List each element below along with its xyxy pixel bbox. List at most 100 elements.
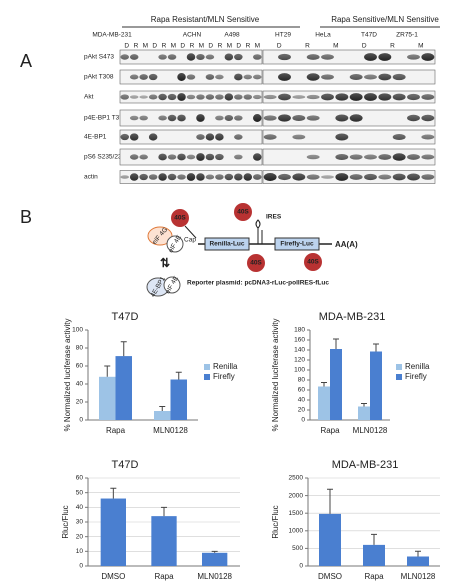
band	[120, 94, 129, 100]
y-tick-label: 180	[294, 327, 305, 334]
y-tick-label: 2000	[289, 492, 304, 499]
band	[292, 173, 306, 181]
band	[306, 174, 320, 180]
band	[349, 114, 363, 122]
eif4e-shape	[163, 276, 181, 294]
legend-swatch	[204, 364, 210, 370]
y-tick-label: 140	[294, 347, 305, 354]
band	[407, 173, 420, 181]
band	[253, 94, 262, 100]
legend-swatch	[204, 374, 210, 380]
group-label: Rapa Sensitive/MLN Sensitive	[331, 15, 439, 24]
band	[263, 115, 277, 121]
y-tick-label: 30	[76, 519, 84, 526]
ribosome	[247, 254, 265, 272]
lane-label: R	[162, 43, 167, 50]
blot	[119, 109, 263, 127]
y-tick-label: 0	[301, 417, 305, 424]
y-tick-label: 80	[76, 345, 84, 352]
band	[215, 115, 224, 121]
band	[378, 73, 392, 81]
lane-label: R	[218, 43, 223, 50]
band	[120, 133, 129, 141]
bar	[170, 379, 187, 420]
band	[167, 154, 177, 160]
band	[421, 154, 435, 160]
polya-label: AA(A)	[335, 240, 358, 249]
cell-line-label: ZR75-1	[396, 32, 418, 39]
panel-a: A Rapa Resistant/MLN Sensitive Rapa Sens…	[20, 15, 440, 71]
x-tick-label: DMSO	[101, 572, 125, 581]
band	[306, 115, 320, 121]
ribosome-label: 40S	[250, 260, 262, 267]
band	[205, 54, 215, 60]
lane-label: D	[208, 43, 213, 50]
band	[167, 54, 177, 60]
band	[364, 173, 377, 181]
y-tick-label: 60	[298, 387, 306, 394]
band	[392, 133, 406, 141]
renilla-label: Renilla-Luc	[209, 241, 244, 248]
y-tick-label: 0	[299, 563, 303, 570]
band	[215, 74, 224, 80]
band	[421, 174, 435, 180]
bar	[100, 498, 126, 566]
x-tick-label: MLN0128	[197, 572, 232, 581]
error-bar	[110, 487, 117, 499]
lane-label: R	[190, 43, 195, 50]
y-tick-label: 1000	[289, 528, 304, 535]
error-bar	[361, 403, 367, 407]
band	[224, 173, 234, 181]
y-tick-label: 160	[294, 337, 305, 344]
band	[167, 114, 177, 122]
band	[306, 154, 320, 160]
band	[321, 175, 334, 179]
ribosome	[171, 209, 189, 227]
error-bar	[321, 382, 327, 387]
band	[234, 73, 243, 81]
band	[243, 94, 253, 100]
band	[349, 73, 363, 81]
band	[177, 174, 186, 180]
legend-label: Renilla	[405, 362, 430, 371]
band	[335, 114, 349, 122]
band	[129, 115, 139, 121]
band	[196, 114, 205, 122]
legend-label: Firefly	[405, 372, 427, 381]
band	[392, 73, 406, 81]
band	[253, 74, 262, 80]
band	[421, 53, 435, 61]
band	[129, 133, 139, 141]
bar	[318, 386, 330, 420]
bar	[370, 351, 382, 420]
bar	[202, 552, 228, 566]
panel-b: B eIF 4G eIF 4E ⇅ 4E-BP1 eIF 4E Cap Reni…	[20, 203, 358, 299]
band	[186, 154, 196, 160]
cell-line-label: HT29	[275, 32, 291, 39]
y-tick-label: 40	[76, 381, 84, 388]
lane-label: D	[152, 43, 157, 50]
cap-label: Cap	[184, 237, 196, 244]
y-axis-label: Rluc/Fluc	[271, 505, 280, 538]
band	[234, 134, 243, 140]
band	[335, 153, 349, 161]
band	[364, 93, 377, 101]
ribosome	[234, 203, 252, 221]
bar	[407, 556, 429, 566]
band	[139, 154, 148, 160]
band	[129, 173, 139, 181]
error-bar	[120, 341, 127, 357]
error-bar	[104, 365, 111, 377]
lane-label: D	[124, 43, 129, 50]
band	[196, 134, 205, 140]
band	[148, 174, 158, 180]
band	[407, 154, 420, 160]
band	[186, 173, 196, 181]
band	[215, 133, 224, 141]
x-tick-label: MLN0128	[153, 426, 188, 435]
row-label: Akt	[84, 94, 94, 101]
row-label: pAkt S473	[84, 54, 114, 61]
band	[158, 153, 167, 161]
x-tick-label: Rapa	[320, 426, 340, 435]
